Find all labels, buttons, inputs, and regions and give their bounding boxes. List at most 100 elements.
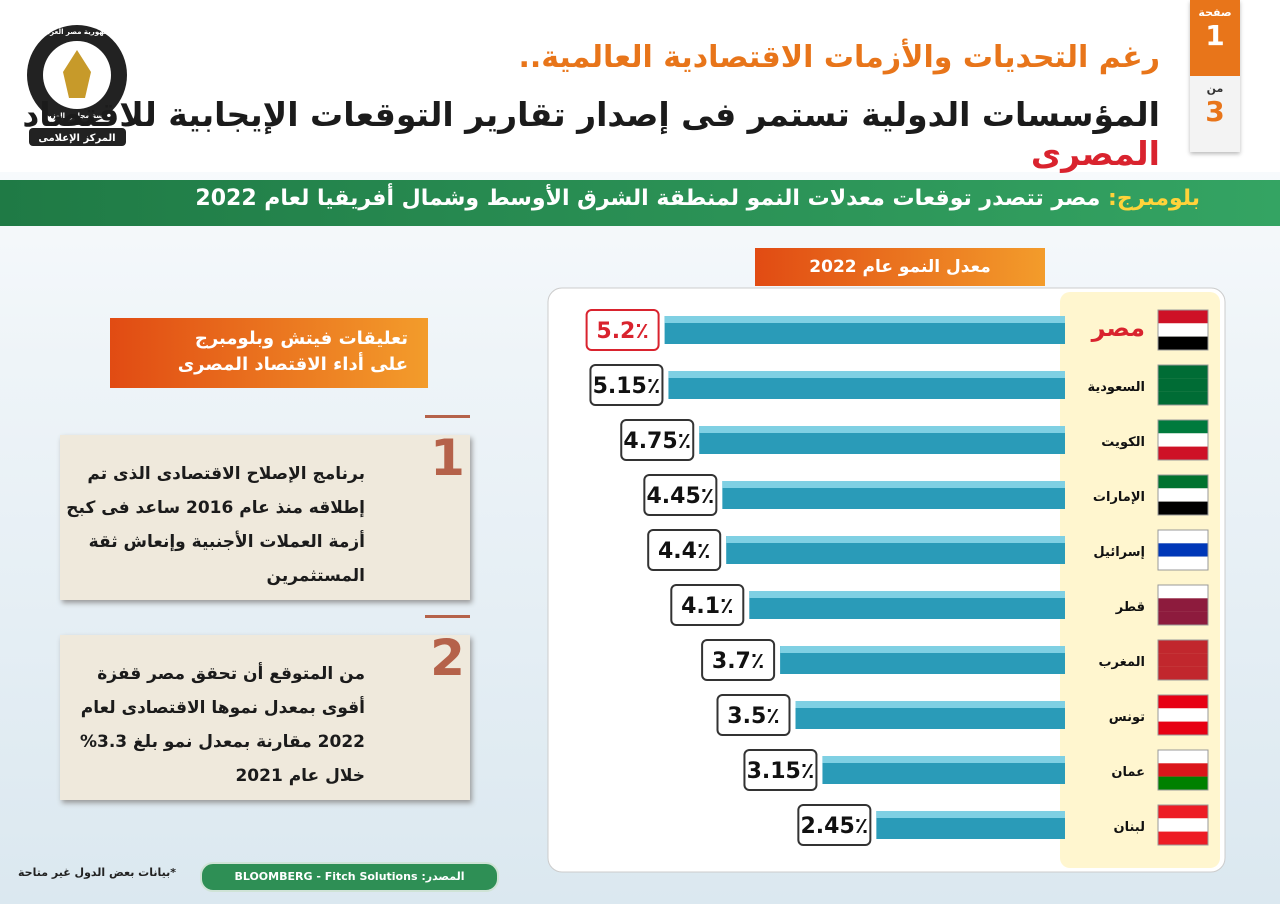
bar-top	[726, 536, 1065, 543]
flag-stripe	[1158, 831, 1208, 845]
category-label: الإمارات	[1093, 490, 1145, 505]
comment-card: 2 من المتوقع أن تحقق مصر قفزة أقوى بمعدل …	[60, 615, 470, 800]
logo: جمهورية مصر العربية رئاسة مجلس الوزراء ا…	[27, 25, 127, 146]
flag-stripe	[1158, 378, 1208, 392]
flag-border	[1157, 419, 1209, 461]
flag-stripe	[1158, 598, 1208, 612]
comment-number: 2	[425, 615, 470, 698]
bar-top	[822, 756, 1065, 763]
comments-title-line: على أداء الاقتصاد المصرى	[177, 354, 408, 375]
bar-top	[668, 371, 1065, 378]
header	[0, 0, 1280, 172]
value-box	[743, 749, 818, 791]
value-label: 2.45٪	[800, 814, 868, 839]
title-text: المؤسسات الدولية تستمر فى إصدار تقارير ا…	[22, 95, 1160, 134]
flag-stripe	[1158, 640, 1208, 654]
source: المصدر: BLOOMBERG - Fitch Solutions	[200, 862, 499, 892]
flag-border	[1157, 639, 1209, 681]
flag-stripe	[1158, 501, 1208, 515]
flag-stripe	[1158, 475, 1208, 489]
value-box	[701, 639, 776, 681]
flag-stripe	[1158, 323, 1208, 337]
subtitle: بلومبرج: مصر تتصدر توقعات معدلات النمو ل…	[195, 186, 1200, 211]
bar-top	[664, 316, 1065, 323]
flag-stripe	[1158, 530, 1208, 544]
flag-stripe	[1158, 666, 1208, 680]
flag-stripe	[1158, 653, 1208, 667]
subtitle-source: بلومبرج:	[1108, 186, 1200, 211]
comments-title-line: تعليقات فيتش وبلومبرج	[194, 328, 408, 349]
source-text: BLOOMBERG - Fitch Solutions	[234, 870, 418, 883]
value-label: 4.75٪	[623, 429, 691, 454]
page-total: 3	[1205, 95, 1225, 128]
title-highlight: المصرى	[1030, 134, 1160, 173]
footnote: *بيانات بعض الدول غير متاحة	[18, 866, 176, 879]
flag-stripe	[1158, 805, 1208, 819]
page-indicator: صفحة 1 من 3	[1190, 0, 1240, 152]
logo-top: جمهورية مصر العربية	[40, 28, 113, 36]
logo-banner	[29, 128, 126, 146]
flag-stripe	[1158, 818, 1208, 832]
bar-top	[780, 646, 1065, 653]
of-word: من	[1206, 82, 1224, 95]
flag-stripe	[1158, 336, 1208, 350]
flag-border	[1157, 529, 1209, 571]
title-line2: المؤسسات الدولية تستمر فى إصدار تقارير ا…	[0, 95, 1160, 173]
value-label: 4.45٪	[646, 484, 714, 509]
page-number: 1	[1205, 19, 1225, 52]
value-box	[797, 804, 872, 846]
value-box	[585, 309, 660, 351]
comment-text: برنامج الإصلاح الاقتصادى الذى تم إطلاقه …	[66, 464, 365, 586]
category-label: السعودية	[1088, 380, 1146, 395]
flag-stripe	[1158, 695, 1208, 709]
flag-stripe	[1158, 310, 1208, 324]
logo-eagle	[63, 50, 91, 98]
flag-stripe	[1158, 420, 1208, 434]
flag-stripe	[1158, 488, 1208, 502]
value-label: 4.1٪	[681, 594, 733, 619]
flag-stripe	[1158, 721, 1208, 735]
flag-stripe	[1158, 611, 1208, 625]
category-label: تونس	[1109, 710, 1145, 725]
flag-stripe	[1158, 543, 1208, 557]
subtitle-text: مصر تتصدر توقعات معدلات النمو لمنطقة الش…	[195, 186, 1101, 211]
flag-stripe	[1158, 708, 1208, 722]
logo-bottom: المركز الإعلامى	[38, 133, 115, 144]
page-total-box: من 3	[1190, 76, 1240, 129]
comment-text: من المتوقع أن تحقق مصر قفزة أقوى بمعدل ن…	[79, 664, 365, 786]
value-box	[670, 584, 745, 626]
logo-middle: رئاسة مجلس الوزراء	[42, 112, 113, 120]
flag-stripe	[1158, 776, 1208, 790]
flag-stripe	[1158, 556, 1208, 570]
value-box	[716, 694, 791, 736]
flag-stripe	[1158, 763, 1208, 777]
value-box	[589, 364, 664, 406]
flag-border	[1157, 749, 1209, 791]
bar-top	[876, 811, 1065, 818]
category-label: عمان	[1111, 765, 1145, 780]
title-line1: رغم التحديات والأزمات الاقتصادية العالمي…	[518, 40, 1160, 75]
chart-title: معدل النمو عام 2022	[755, 248, 1045, 286]
flag-border	[1157, 804, 1209, 846]
category-label: إسرائيل	[1093, 545, 1145, 560]
category-label: مصر	[1091, 314, 1145, 342]
bar-top	[795, 701, 1065, 708]
flag-stripe	[1158, 391, 1208, 405]
flag-border	[1157, 694, 1209, 736]
value-box	[643, 474, 718, 516]
value-label: 3.5٪	[727, 704, 779, 729]
comments-title: تعليقات فيتش وبلومبرج على أداء الاقتصاد ا…	[110, 318, 428, 388]
page-current: صفحة 1	[1190, 0, 1240, 76]
bar-top	[749, 591, 1065, 598]
category-label: المغرب	[1098, 655, 1145, 670]
value-box	[647, 529, 722, 571]
source-label: المصدر:	[421, 870, 465, 883]
page-word: صفحة	[1198, 6, 1232, 19]
category-label: قطر	[1115, 600, 1145, 615]
flag-stripe	[1158, 446, 1208, 460]
flag-stripe	[1158, 585, 1208, 599]
flag-stripe	[1158, 750, 1208, 764]
comment-card: 1 برنامج الإصلاح الاقتصادى الذى تم إطلاقه…	[60, 415, 470, 600]
flag-stripe	[1158, 365, 1208, 379]
